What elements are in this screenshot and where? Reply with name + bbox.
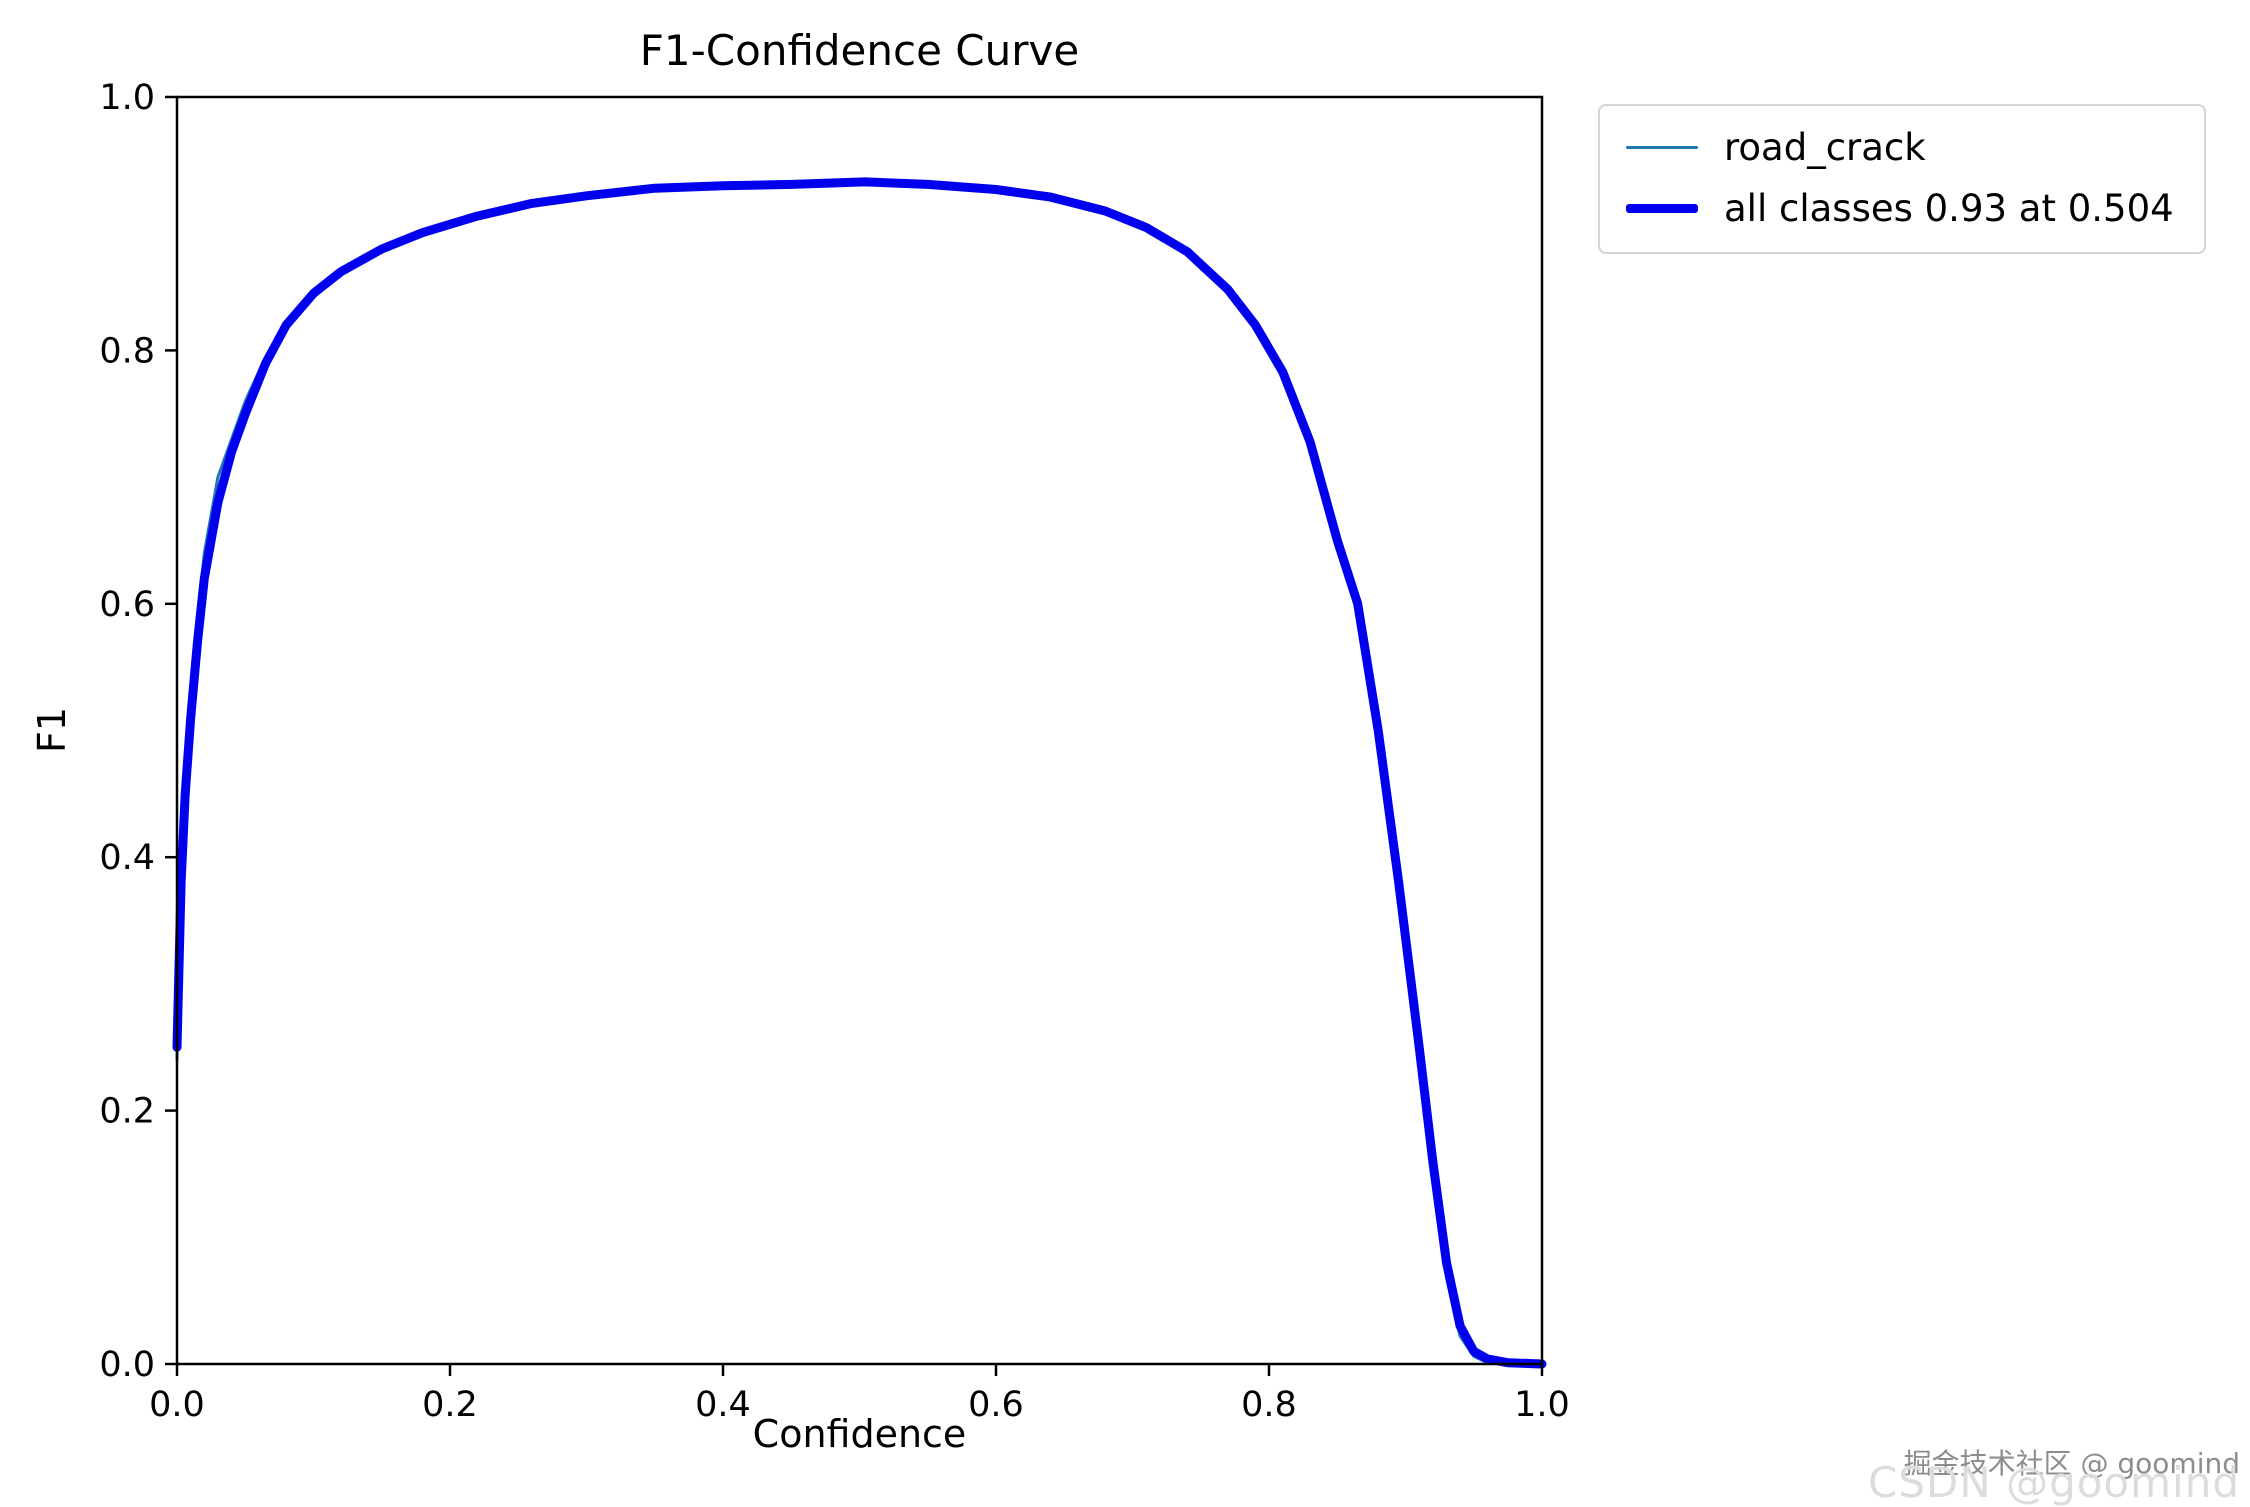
y-tick-label: 1.0 [99,78,155,118]
series-line-road-crack [175,180,1544,1366]
x-tick-label: 0.0 [149,1385,205,1425]
y-tick-label: 0.2 [99,1092,155,1132]
legend-label-all-classes: all classes 0.93 at 0.504 [1724,187,2174,230]
y-axis-label: F1 [30,706,74,754]
legend-label-road-crack: road_crack [1724,126,1926,169]
y-tick-label: 0.4 [99,838,155,878]
legend-item-all-classes: all classes 0.93 at 0.504 [1626,187,2174,230]
legend-line-sample-road-crack [1626,146,1698,149]
series-line-all-classes [172,177,1547,1369]
x-tick-label: 0.4 [695,1385,751,1425]
axes-box [175,95,1544,1366]
legend-item-road-crack: road_crack [1626,126,2174,169]
y-tick-label: 0.6 [99,585,155,625]
x-tick-label: 0.8 [1241,1385,1297,1425]
legend: road_crack all classes 0.93 at 0.504 [1598,104,2206,254]
x-tick-label: 0.2 [422,1385,478,1425]
ticks-group: 0.0 0.2 0.4 0.6 0.8 1.0 0.0 0.2 0.4 0.6 0.8 1.0 [99,78,1570,1425]
y-tick-label: 0.8 [99,331,155,371]
x-axis-label: Confidence [752,1412,967,1456]
legend-line-sample-all-classes [1626,204,1698,213]
y-tick-label: 0.0 [99,1345,155,1385]
series-group [172,177,1547,1369]
x-tick-label: 1.0 [1514,1385,1570,1425]
chart-title: F1-Confidence Curve [639,26,1080,75]
x-tick-label: 0.6 [968,1385,1024,1425]
axes-group [175,95,1544,1366]
